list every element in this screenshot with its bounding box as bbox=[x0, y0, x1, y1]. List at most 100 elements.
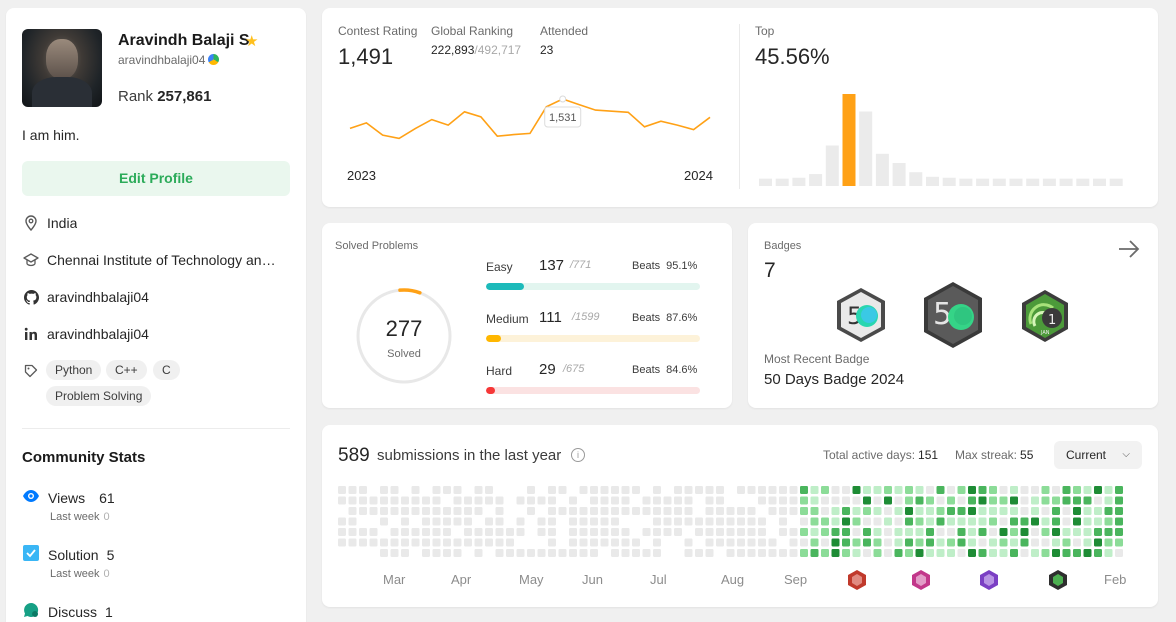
heatmap-cell bbox=[569, 528, 577, 536]
skill-tag[interactable]: C bbox=[153, 360, 180, 380]
heatmap-cell bbox=[1031, 538, 1039, 547]
heatmap-cell bbox=[348, 538, 357, 547]
heatmap-cell bbox=[590, 496, 598, 505]
heatmap-cell bbox=[537, 528, 546, 536]
heatmap-cell bbox=[1094, 496, 1102, 505]
heatmap-cell bbox=[873, 496, 882, 505]
heatmap-cell bbox=[831, 517, 840, 526]
heatmap-cell bbox=[443, 486, 451, 494]
rating-line-chart[interactable]: 1,531 bbox=[344, 90, 724, 170]
skill-tag[interactable]: C++ bbox=[106, 360, 147, 380]
beats-row: Beats 84.6% bbox=[632, 364, 697, 376]
skill-tag[interactable]: Python bbox=[46, 360, 102, 380]
heatmap-cell bbox=[779, 486, 787, 494]
heatmap-cell bbox=[548, 549, 556, 557]
histogram-bar bbox=[909, 172, 923, 186]
tag-icon bbox=[22, 362, 40, 380]
histogram-bar bbox=[942, 177, 956, 186]
heatmap-cell bbox=[548, 528, 556, 536]
heatmap-cell bbox=[611, 528, 619, 536]
school-text: Chennai Institute of Technology and ... bbox=[47, 252, 283, 268]
heatmap-cell bbox=[821, 528, 829, 536]
heatmap-cell bbox=[485, 528, 493, 536]
heatmap-cell bbox=[978, 496, 987, 505]
heatmap-cell bbox=[1073, 528, 1081, 536]
heatmap-cell bbox=[915, 549, 924, 557]
heatmap-cell bbox=[705, 538, 714, 547]
heatmap-cell bbox=[338, 538, 346, 547]
heatmap-cell bbox=[999, 496, 1008, 505]
heatmap-cell bbox=[590, 538, 598, 547]
heatmap-cell bbox=[653, 549, 661, 557]
monthly-badge-icon[interactable] bbox=[910, 569, 932, 591]
heatmap-cell bbox=[999, 517, 1008, 526]
heatmap-cell bbox=[978, 486, 987, 494]
rating-highlight-point[interactable] bbox=[559, 95, 567, 103]
heatmap-cell bbox=[1094, 486, 1102, 494]
discuss-label: Discuss bbox=[48, 603, 98, 620]
skills-row bbox=[22, 362, 47, 380]
heatmap-cell bbox=[590, 507, 598, 515]
heatmap-cell bbox=[348, 507, 357, 515]
heatmap-cell bbox=[1062, 528, 1071, 536]
max-streak-label: Max streak: bbox=[955, 448, 1018, 462]
heatmap-cell bbox=[747, 517, 756, 526]
progress-fill bbox=[486, 387, 496, 394]
histogram-bar bbox=[759, 178, 772, 186]
linkedin-row[interactable]: aravindhbalaji04 bbox=[22, 325, 149, 343]
arrow-right-icon[interactable] bbox=[1118, 239, 1140, 265]
heatmap-cell bbox=[1031, 507, 1039, 515]
heatmap-cell bbox=[852, 486, 861, 494]
heatmap-cell bbox=[1115, 507, 1123, 515]
edit-profile-button[interactable]: Edit Profile bbox=[22, 161, 290, 196]
github-text[interactable]: aravindhbalaji04 bbox=[47, 289, 149, 305]
heatmap-cell bbox=[842, 517, 850, 526]
heatmap-cell bbox=[558, 486, 567, 494]
month-label: Sep bbox=[784, 572, 808, 587]
heatmap-cell bbox=[863, 496, 871, 505]
heatmap-cell bbox=[926, 486, 934, 494]
year-select-dropdown[interactable]: Current ⌵ bbox=[1054, 441, 1142, 469]
heatmap-cell bbox=[579, 528, 588, 536]
heatmap-cell bbox=[936, 486, 945, 494]
heatmap-cell bbox=[537, 496, 546, 505]
heatmap-cell bbox=[989, 538, 997, 547]
histogram-bar bbox=[1093, 178, 1106, 186]
heatmap-cell bbox=[1020, 517, 1029, 526]
heatmap-cell bbox=[758, 486, 766, 494]
heatmap-cell bbox=[537, 517, 546, 526]
github-row[interactable]: aravindhbalaji04 bbox=[22, 288, 149, 306]
heatmap-cell bbox=[569, 549, 577, 557]
ranking-histogram[interactable] bbox=[759, 88, 1139, 188]
month-label: Jul bbox=[650, 572, 667, 587]
badge-50-days-2024-icon[interactable]: 5 bbox=[920, 280, 986, 350]
monthly-badge-icon[interactable] bbox=[1047, 569, 1069, 591]
histogram-bar bbox=[825, 145, 839, 186]
linkedin-text[interactable]: aravindhbalaji04 bbox=[47, 326, 149, 342]
heatmap-cell bbox=[1073, 517, 1081, 526]
submission-text: submissions in the last year bbox=[377, 447, 562, 464]
solved-progress-ring[interactable] bbox=[354, 286, 454, 386]
info-icon[interactable]: i bbox=[571, 448, 585, 462]
avatar[interactable] bbox=[22, 29, 102, 107]
heatmap-cell bbox=[621, 496, 630, 505]
heatmap-cell bbox=[653, 486, 661, 494]
heatmap-cell bbox=[558, 507, 567, 515]
heatmap-cell bbox=[768, 496, 777, 505]
heatmap-cell bbox=[800, 517, 808, 526]
heatmap-cell bbox=[600, 538, 609, 547]
heatmap-cell bbox=[978, 549, 987, 557]
badge-50-days-icon[interactable]: 5 bbox=[833, 286, 889, 344]
heatmap-cell bbox=[1115, 517, 1123, 526]
heatmap-cell bbox=[621, 549, 630, 557]
heatmap-cell bbox=[516, 517, 525, 526]
skill-tag[interactable]: Problem Solving bbox=[46, 386, 152, 406]
badge-jan-icon[interactable]: 1 JAN bbox=[1019, 288, 1071, 344]
badges-title: Badges bbox=[764, 240, 802, 252]
monthly-badge-icon[interactable] bbox=[846, 569, 868, 591]
submission-heatmap[interactable] bbox=[338, 484, 1138, 566]
heatmap-cell bbox=[663, 517, 672, 526]
monthly-badge-icon[interactable] bbox=[978, 569, 1000, 591]
heatmap-cell bbox=[810, 486, 819, 494]
month-label: Feb bbox=[1104, 572, 1127, 587]
